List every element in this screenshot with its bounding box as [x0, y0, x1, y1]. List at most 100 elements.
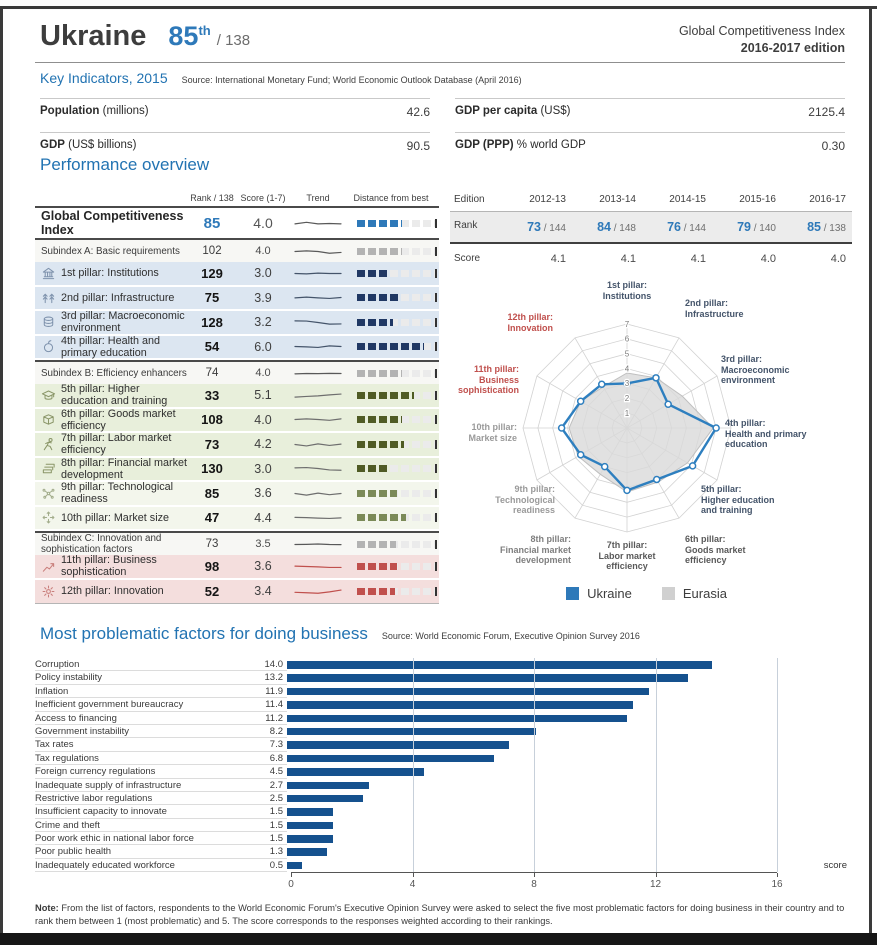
factor-value: 1.5 [243, 832, 287, 846]
row-label: 7th pillar: Labor market efficiency [35, 432, 187, 456]
report-title: Global Competitiveness Index 2016-2017 e… [679, 24, 845, 55]
row-score: 5.1 [254, 388, 272, 403]
row-score: 3.2 [254, 315, 272, 330]
performance-table-header: Rank / 138 Score (1-7) Trend Distance fr… [35, 187, 439, 203]
page-border-right [869, 6, 872, 945]
trend-sparkline [289, 389, 347, 402]
radar-axis-label: 1st pillar: Institutions [602, 280, 652, 301]
x-axis-label: score [823, 860, 847, 871]
pillar-row: 12th pillar: Innovation 52 3.4 [35, 579, 439, 604]
factor-label: Inadequate supply of infrastructure [35, 779, 243, 792]
pillar-row: 2nd pillar: Infrastructure 75 3.9 [35, 286, 439, 311]
axis-tick-label: 16 [771, 879, 783, 890]
best-marker [435, 539, 437, 549]
factor-row: Inadequately educated workforce 0.5 [35, 859, 847, 873]
performance-rows: Global Competitiveness Index 85 4.0 Subinde… [35, 206, 439, 604]
factor-row: Policy instability 13.2 [35, 671, 847, 685]
axis-tick [655, 873, 657, 877]
factor-label: Foreign currency regulations [35, 765, 243, 779]
edition-rank-value: 84 / 148 [572, 212, 642, 244]
edition-table: Edition 2012-13 2013-14 2014-15 2015-16 2016-… [450, 190, 852, 265]
subindex-row: Subindex A: Basic requirements 102 4.0 [35, 240, 439, 262]
factor-row: Foreign currency regulations 4.5 [35, 765, 847, 779]
problematic-factors-chart: Corruption 14.0 Policy instability 13.2 Infl… [35, 658, 847, 890]
factor-label: Insufficient capacity to innovate [35, 805, 243, 819]
edition-rank-value: 79 / 140 [712, 212, 782, 244]
indicator-gdp-per-capita: GDP per capita (US$) 2125.4 [455, 98, 845, 132]
footnote: Note: From the list of factors, responde… [35, 902, 845, 928]
factor-label: Policy instability [35, 671, 243, 685]
axis-tick [534, 873, 535, 877]
row-rank: 33 [204, 387, 220, 403]
best-marker [435, 293, 437, 303]
svg-text:7: 7 [625, 320, 630, 329]
row-label: 6th pillar: Goods market efficiency [35, 408, 187, 432]
radar-axis-label: 8th pillar: Financial market development [499, 534, 571, 565]
svg-text:1: 1 [625, 409, 630, 418]
header-divider [35, 62, 845, 63]
radar-axis-label: 2nd pillar: Infrastructure [685, 298, 744, 319]
distance-from-best-bar [357, 268, 437, 278]
row-score: 3.9 [254, 290, 272, 305]
country-rank: 85th [168, 21, 211, 51]
subindex-row: Subindex B: Efficiency enhancers 74 4.0 [35, 360, 439, 384]
row-rank: 75 [204, 290, 220, 306]
factor-label: Access to financing [35, 712, 243, 725]
svg-text:3: 3 [625, 379, 630, 388]
indicator-population: Population (millions) 42.6 [40, 98, 430, 132]
factor-row: Government instability 8.2 [35, 725, 847, 739]
factor-bar [287, 808, 333, 816]
indicator-gdp-value: 90.5 [406, 139, 430, 153]
distance-from-best-bar [357, 586, 437, 596]
row-label: 1st pillar: Institutions [35, 266, 187, 281]
edition-score-value: 4.0 [830, 253, 846, 265]
col-distance: Distance from best [353, 193, 429, 203]
key-indicators-title: Key Indicators, 2015 [40, 70, 168, 86]
factor-value: 11.2 [243, 712, 287, 725]
distance-from-best-bar [357, 342, 437, 352]
factor-row: Corruption 14.0 [35, 658, 847, 672]
report-title-line1: Global Competitiveness Index [678, 24, 845, 38]
distance-from-best-bar [357, 415, 437, 425]
best-marker [435, 513, 437, 523]
factor-bar [287, 674, 688, 682]
goods-market-icon [41, 412, 56, 427]
row-label: 2nd pillar: Infrastructure [35, 290, 187, 305]
health-icon [41, 339, 56, 354]
radar-axis-label: 10th pillar: Market size [468, 422, 517, 443]
institutions-icon [41, 266, 56, 281]
rank-suffix: th [198, 23, 211, 38]
factor-label: Tax regulations [35, 752, 243, 766]
best-marker [435, 439, 437, 449]
row-rank: 102 [202, 245, 222, 257]
col-score: Score (1-7) [240, 193, 286, 203]
row-rank: 54 [204, 339, 220, 355]
factor-bar [287, 727, 537, 736]
row-rank: 52 [204, 583, 220, 599]
row-label: Global Competitiveness Index [41, 209, 184, 237]
edition-year: 2014-15 [642, 190, 712, 212]
row-score: 4.2 [254, 437, 272, 452]
infrastructure-icon [41, 290, 56, 305]
factor-value: 0.5 [243, 859, 287, 873]
distance-from-best-bar [357, 246, 437, 256]
pillar-row: 8th pillar: Financial market development… [35, 457, 439, 482]
factor-row: Inefficient government bureaucracy 11.4 [35, 698, 847, 712]
factor-value: 8.2 [243, 725, 287, 739]
factor-label: Inadequately educated workforce [35, 859, 243, 873]
row-score: 3.0 [254, 266, 272, 281]
trend-sparkline [289, 267, 347, 280]
factor-value: 11.4 [243, 698, 287, 712]
row-score: 3.4 [254, 584, 272, 599]
higher-education-icon [41, 388, 56, 403]
pillar-row: 10th pillar: Market size 47 4.4 [35, 506, 439, 531]
distance-from-best-bar [357, 539, 437, 549]
trend-sparkline [289, 560, 347, 573]
best-marker [435, 317, 437, 327]
legend-swatch [566, 587, 580, 600]
subindex-row: Subindex C: Innovation and sophisticatio… [35, 531, 439, 555]
radar-axis-label: 7th pillar: Labor market efficiency [598, 540, 656, 571]
edition-rank-value: 76 / 144 [642, 212, 712, 244]
legend-item-ukraine: Ukraine [566, 586, 632, 601]
row-rank: 74 [205, 367, 219, 379]
